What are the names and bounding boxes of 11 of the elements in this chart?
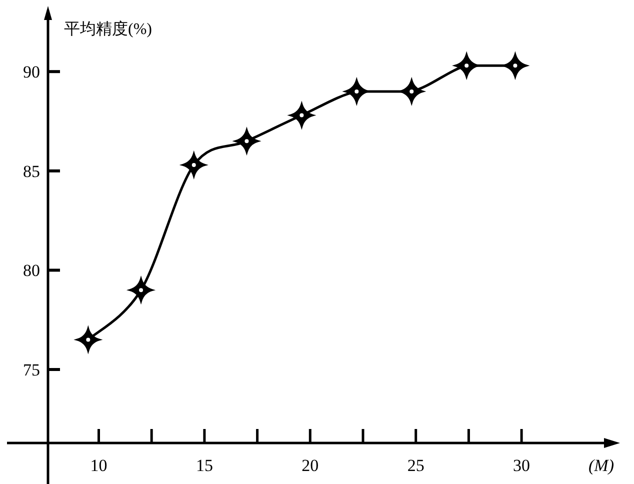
- x-tick-label: 10: [90, 456, 108, 475]
- y-tick-label: 90: [23, 62, 40, 82]
- x-tick-label: 25: [407, 456, 424, 475]
- y-tick-label: 85: [23, 162, 40, 181]
- y-tick-label: 75: [23, 360, 40, 380]
- x-tick-label: 20: [302, 456, 319, 475]
- y-axis-title: 平均精度(%): [64, 20, 152, 38]
- x-tick-label: 15: [196, 456, 213, 475]
- x-axis-title: (M): [588, 456, 614, 475]
- x-tick-label: 30: [513, 456, 530, 475]
- y-tick-label: 80: [23, 261, 40, 280]
